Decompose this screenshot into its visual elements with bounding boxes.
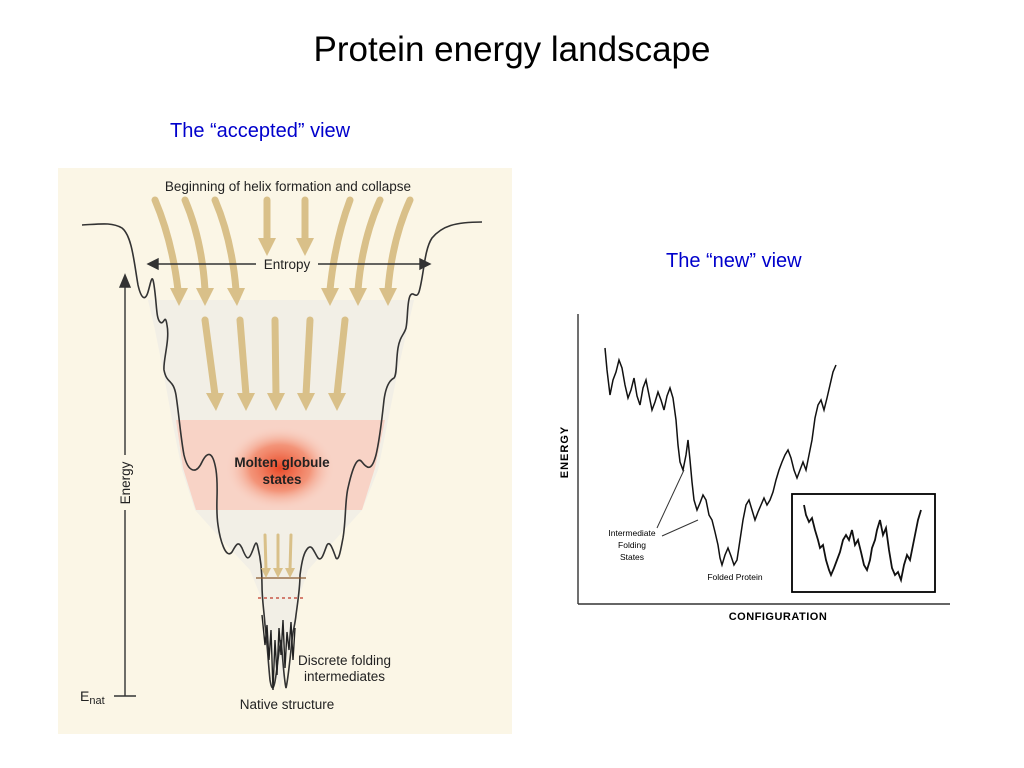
arrow-12 <box>302 316 314 399</box>
new-view-caption: The “new” view <box>666 250 802 272</box>
energy-axis <box>114 273 136 697</box>
arrow-11 <box>271 316 280 399</box>
arrow-8 <box>384 196 414 294</box>
discrete-intermediates-label-1: Discrete folding <box>298 653 391 668</box>
arrow-7 <box>354 196 384 294</box>
arrow-10 <box>236 316 250 399</box>
zoom-inset-box <box>791 493 936 593</box>
intermediate-pointer-2 <box>661 519 699 537</box>
funnel-diagram: Beginning of helix formation and collaps… <box>58 168 512 734</box>
entropy-label: Entropy <box>264 257 311 272</box>
plot-y-axis-label: ENERGY <box>559 426 571 478</box>
slide-title: Protein energy landscape <box>313 30 711 69</box>
funnel-top-label: Beginning of helix formation and collaps… <box>165 179 411 194</box>
native-structure-squiggle <box>261 614 296 691</box>
discrete-intermediates-label-2: intermediates <box>304 669 385 684</box>
arrow-9 <box>201 316 219 399</box>
intermediate-states-label-1: Intermediate <box>608 528 656 538</box>
enat-label: Enat <box>80 688 105 707</box>
zoom-inset-curve <box>803 504 922 584</box>
landscape-plot: ENERGY CONFIGURATION Intermediate Foldin… <box>559 314 950 623</box>
arrow-2 <box>181 196 209 294</box>
arrow-16 <box>288 533 293 572</box>
entropy-arrow <box>146 257 432 271</box>
accepted-view-caption: The “accepted” view <box>170 120 351 142</box>
energy-landscape-curve <box>604 347 837 568</box>
native-structure-label: Native structure <box>240 697 335 712</box>
arrow-14 <box>263 533 268 572</box>
arrow-1 <box>151 196 182 294</box>
molten-glow <box>225 426 335 510</box>
folded-protein-label: Folded Protein <box>707 572 763 582</box>
folding-arrows <box>151 196 414 572</box>
plot-x-axis-label: CONFIGURATION <box>729 611 828 623</box>
intermediate-states-label-2: Folding <box>618 540 646 550</box>
arrow-heads <box>170 238 397 578</box>
energy-axis-label: Energy <box>118 461 133 504</box>
arrow-13 <box>333 316 349 399</box>
molten-globule-label-1: Molten globule <box>234 455 330 470</box>
intermediate-states-label-3: States <box>620 552 644 562</box>
molten-globule-label-2: states <box>262 472 301 487</box>
arrow-6 <box>326 196 354 294</box>
intermediate-pointer-1 <box>656 469 685 529</box>
arrow-3 <box>211 196 240 294</box>
